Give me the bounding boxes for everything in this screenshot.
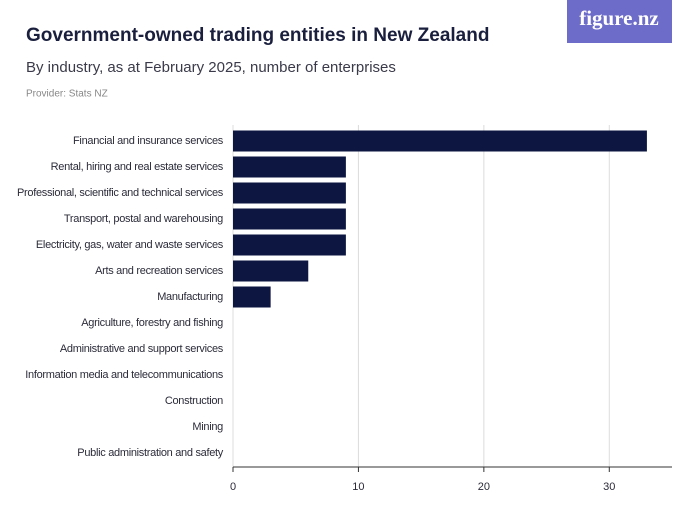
y-tick-label: Rental, hiring and real estate services xyxy=(51,161,224,173)
logo: figure.nz xyxy=(579,6,659,30)
bar xyxy=(233,130,647,152)
y-tick-label: Electricity, gas, water and waste servic… xyxy=(36,239,224,251)
chart-subtitle: By industry, as at February 2025, number… xyxy=(26,59,396,76)
logo-box xyxy=(567,0,672,43)
y-tick-label: Public administration and safety xyxy=(77,447,224,459)
x-tick-label: 0 xyxy=(230,481,236,493)
bar xyxy=(233,156,346,178)
bar xyxy=(233,182,346,204)
provider: Provider: Stats NZ xyxy=(26,89,108,100)
y-tick-label: Information media and telecommunications xyxy=(25,369,224,381)
x-tick-label: 30 xyxy=(603,481,615,493)
bar xyxy=(233,208,346,230)
chart-title: Government-owned trading entities in New… xyxy=(26,25,489,46)
y-tick-label: Arts and recreation services xyxy=(95,265,224,277)
y-tick-label: Manufacturing xyxy=(157,291,223,303)
y-tick-label: Professional, scientific and technical s… xyxy=(17,187,224,199)
bar xyxy=(233,234,346,256)
y-tick-label: Agriculture, forestry and fishing xyxy=(81,317,223,329)
y-tick-label: Transport, postal and warehousing xyxy=(64,213,223,225)
y-tick-label: Construction xyxy=(165,395,223,407)
y-tick-label: Mining xyxy=(192,421,223,433)
y-tick-label: Administrative and support services xyxy=(60,343,224,355)
y-tick-label: Financial and insurance services xyxy=(73,135,224,147)
x-tick-label: 20 xyxy=(478,481,490,493)
x-tick-label: 10 xyxy=(352,481,364,493)
bar xyxy=(233,286,271,308)
bar xyxy=(233,260,309,282)
